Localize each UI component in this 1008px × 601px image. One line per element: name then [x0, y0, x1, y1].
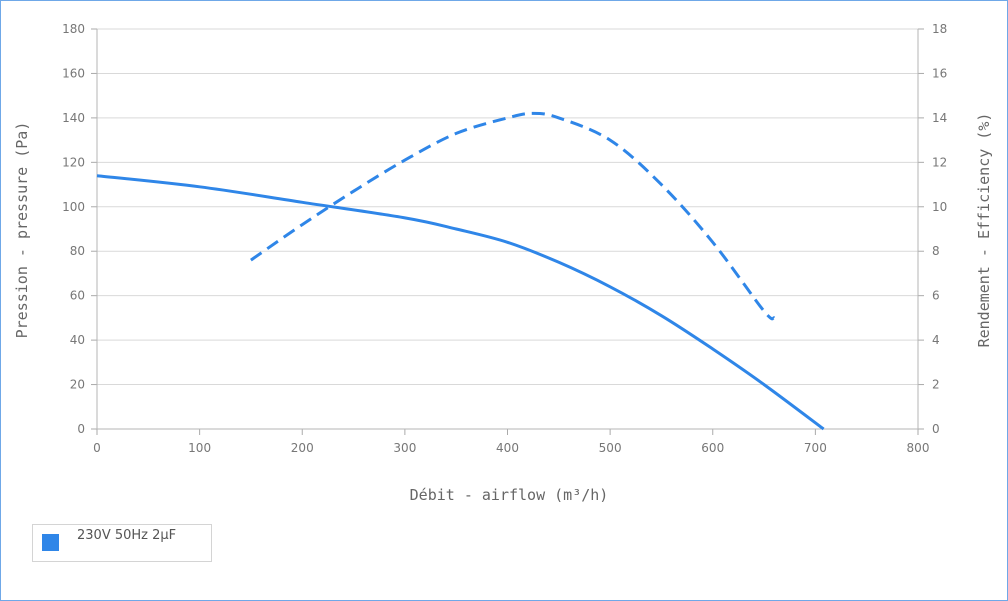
x-tick-label: 500	[599, 441, 622, 455]
series-lines	[96, 111, 825, 431]
x-tick-label: 300	[393, 441, 416, 455]
x-tick-label: 400	[496, 441, 519, 455]
y2-tick-labels: 0 2 4 6 8 10 12 14 16 18	[932, 22, 947, 436]
x-tick-label: 100	[188, 441, 211, 455]
y2-tick-label: 18	[932, 22, 947, 36]
y2-tick-label: 8	[932, 244, 940, 258]
y-tick-label: 160	[62, 66, 85, 80]
axes	[91, 28, 924, 435]
y-tick-label: 20	[70, 378, 85, 392]
y2-axis-title: Rendement - Efficiency (%)	[975, 113, 993, 348]
y-tick-label: 120	[62, 155, 85, 169]
x-tick-label: 800	[907, 441, 930, 455]
y-axis-title: Pression - pressure (Pa)	[13, 122, 31, 339]
x-tick-label: 700	[804, 441, 827, 455]
y-tick-label: 0	[77, 422, 85, 436]
x-tick-labels: 0 100 200 300 400 500 600 700 800	[93, 441, 929, 455]
y2-tick-label: 12	[932, 155, 947, 169]
legend-label: 230V 50Hz 2µF	[77, 528, 177, 543]
y-tick-label: 140	[62, 111, 85, 125]
x-tick-label: 0	[93, 441, 101, 455]
y-tick-labels: 0 20 40 60 80 100 120 140 160 180	[62, 22, 85, 436]
y-tick-label: 180	[62, 22, 85, 36]
y2-tick-label: 2	[932, 378, 940, 392]
legend-swatch	[42, 534, 59, 551]
y2-tick-label: 6	[932, 289, 940, 303]
y-tick-label: 40	[70, 333, 85, 347]
x-tick-label: 200	[291, 441, 314, 455]
y2-tick-label: 10	[932, 200, 947, 214]
y-tick-label: 100	[62, 200, 85, 214]
grid-lines	[97, 28, 918, 386]
pressure-curve	[96, 174, 825, 431]
y2-tick-label: 0	[932, 422, 940, 436]
y2-tick-label: 16	[932, 66, 947, 80]
legend[interactable]: 230V 50Hz 2µF	[32, 524, 212, 562]
y-tick-label: 80	[70, 244, 85, 258]
y2-tick-label: 4	[932, 333, 940, 347]
y2-tick-label: 14	[932, 111, 947, 125]
x-axis-title: Débit - airflow (m³/h)	[410, 486, 609, 504]
x-tick-label: 600	[701, 441, 724, 455]
efficiency-curve	[250, 111, 776, 321]
y-tick-label: 60	[70, 289, 85, 303]
